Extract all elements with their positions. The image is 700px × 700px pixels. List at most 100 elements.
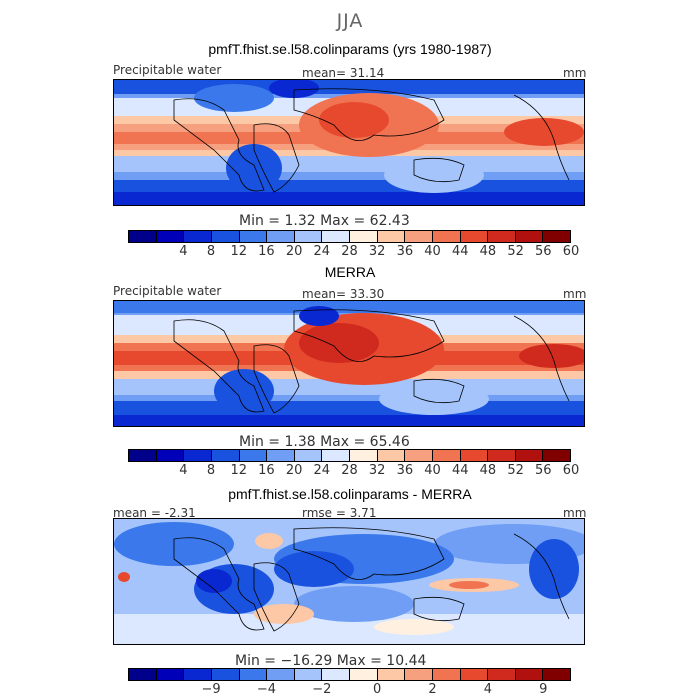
colorbar-tick-label: 36: [396, 463, 414, 478]
colorbar-swatch-8: [350, 669, 378, 680]
panel3-map-field: [114, 519, 584, 644]
panel2-title: MERRA: [324, 264, 376, 280]
colorbar-swatch-5: [267, 231, 295, 242]
colorbar-swatch-3: [211, 231, 240, 242]
panel2-minmax: Min = 1.38 Max = 65.46: [239, 434, 410, 450]
panel3-colorbar: [128, 668, 571, 681]
panel3-minmax: Min = −16.29 Max = 10.44: [235, 653, 427, 669]
panel2-map: [113, 300, 585, 427]
colorbar-swatch-7: [322, 669, 350, 680]
colorbar-swatch-1: [156, 231, 185, 242]
colorbar-swatch-15: [543, 669, 570, 680]
panel2-colorbar: [128, 449, 571, 462]
colorbar-tick-label: 56: [535, 463, 552, 478]
panel1-colorbar: [128, 230, 571, 243]
colorbar-swatch-12: [460, 669, 489, 680]
panel1-minmax: Min = 1.32 Max = 62.43: [239, 213, 410, 229]
colorbar-swatch-3: [211, 669, 240, 680]
panel2-units: mm: [563, 287, 587, 301]
colorbar-swatch-14: [515, 231, 544, 242]
colorbar-swatch-1: [156, 669, 185, 680]
colorbar-swatch-13: [488, 450, 516, 461]
colorbar-swatch-9: [377, 450, 406, 461]
colorbar-tick-label: 44: [451, 244, 469, 259]
colorbar-tick-label: 2: [428, 682, 437, 697]
colorbar-tick-label: −4: [256, 682, 277, 697]
panel1-map: [113, 79, 585, 206]
colorbar-tick-label: 16: [258, 244, 275, 259]
colorbar-swatch-1: [156, 450, 185, 461]
colorbar-swatch-2: [184, 231, 212, 242]
colorbar-swatch-0: [129, 231, 157, 242]
colorbar-swatch-13: [488, 669, 516, 680]
colorbar-swatch-13: [488, 231, 516, 242]
colorbar-tick-label: 8: [206, 463, 216, 478]
colorbar-swatch-7: [322, 450, 350, 461]
panel2-mean: mean= 33.30: [302, 287, 385, 301]
colorbar-swatch-15: [543, 231, 570, 242]
colorbar-tick-label: 60: [562, 463, 580, 478]
colorbar-tick-label: 20: [285, 463, 303, 478]
colorbar-tick-label: 44: [451, 463, 469, 478]
colorbar-swatch-7: [322, 231, 350, 242]
colorbar-swatch-8: [350, 231, 378, 242]
colorbar-tick-label: 52: [507, 244, 524, 259]
colorbar-tick-label: 0: [373, 682, 382, 697]
colorbar-swatch-14: [515, 669, 544, 680]
colorbar-swatch-9: [377, 669, 406, 680]
colorbar-tick-label: 28: [341, 244, 358, 259]
panel3-map: [113, 518, 585, 645]
colorbar-swatch-10: [405, 450, 433, 461]
colorbar-tick-label: 52: [507, 463, 524, 478]
colorbar-swatch-11: [432, 231, 461, 242]
colorbar-swatch-4: [239, 231, 268, 242]
colorbar-swatch-9: [377, 231, 406, 242]
colorbar-tick-label: 4: [179, 244, 188, 259]
colorbar-swatch-6: [294, 450, 323, 461]
colorbar-swatch-2: [184, 669, 212, 680]
colorbar-swatch-5: [267, 450, 295, 461]
colorbar-swatch-6: [294, 231, 323, 242]
colorbar-swatch-8: [350, 450, 378, 461]
panel2-map-field: [114, 301, 584, 426]
colorbar-tick-label: 32: [368, 463, 386, 478]
colorbar-tick-label: 8: [206, 244, 216, 259]
colorbar-tick-label: 4: [483, 682, 493, 697]
colorbar-swatch-3: [211, 450, 240, 461]
colorbar-tick-label: −2: [312, 682, 332, 697]
colorbar-tick-label: 20: [285, 244, 303, 259]
colorbar-tick-label: 48: [479, 244, 497, 259]
colorbar-swatch-0: [129, 669, 157, 680]
colorbar-tick-label: 48: [479, 463, 497, 478]
panel2-variable-label: Precipitable water: [113, 284, 222, 298]
colorbar-swatch-4: [239, 669, 268, 680]
panel3-rmse: rmse = 3.71: [302, 506, 377, 520]
panel3-title: pmfT.fhist.se.l58.colinparams - MERRA: [228, 486, 472, 502]
panel1-map-field: [114, 80, 584, 205]
panel1-mean: mean= 31.14: [302, 66, 385, 80]
colorbar-swatch-4: [239, 450, 268, 461]
colorbar-tick-label: 9: [539, 682, 548, 697]
colorbar-swatch-11: [432, 669, 461, 680]
colorbar-swatch-5: [267, 669, 295, 680]
colorbar-swatch-0: [129, 450, 157, 461]
colorbar-swatch-15: [543, 450, 570, 461]
panel3-colorbar-ticks: −9 −4 −2 0 2 4 9: [128, 682, 571, 698]
colorbar-swatch-10: [405, 669, 433, 680]
panel3-units: mm: [563, 506, 587, 520]
panel1-title: pmfT.fhist.se.l58.colinparams (yrs 1980-…: [208, 41, 492, 57]
colorbar-swatch-6: [294, 669, 323, 680]
colorbar-tick-label: 16: [258, 463, 275, 478]
colorbar-swatch-2: [184, 450, 212, 461]
colorbar-tick-label: 32: [368, 244, 386, 259]
colorbar-tick-label: 12: [230, 244, 248, 259]
colorbar-swatch-11: [432, 450, 461, 461]
colorbar-tick-label: 24: [313, 463, 331, 478]
colorbar-tick-label: 60: [562, 244, 580, 259]
colorbar-tick-label: −9: [201, 682, 221, 697]
colorbar-tick-label: 24: [313, 244, 331, 259]
colorbar-tick-label: 36: [396, 244, 414, 259]
colorbar-swatch-12: [460, 450, 489, 461]
season-title: JJA: [336, 10, 364, 32]
colorbar-swatch-14: [515, 450, 544, 461]
